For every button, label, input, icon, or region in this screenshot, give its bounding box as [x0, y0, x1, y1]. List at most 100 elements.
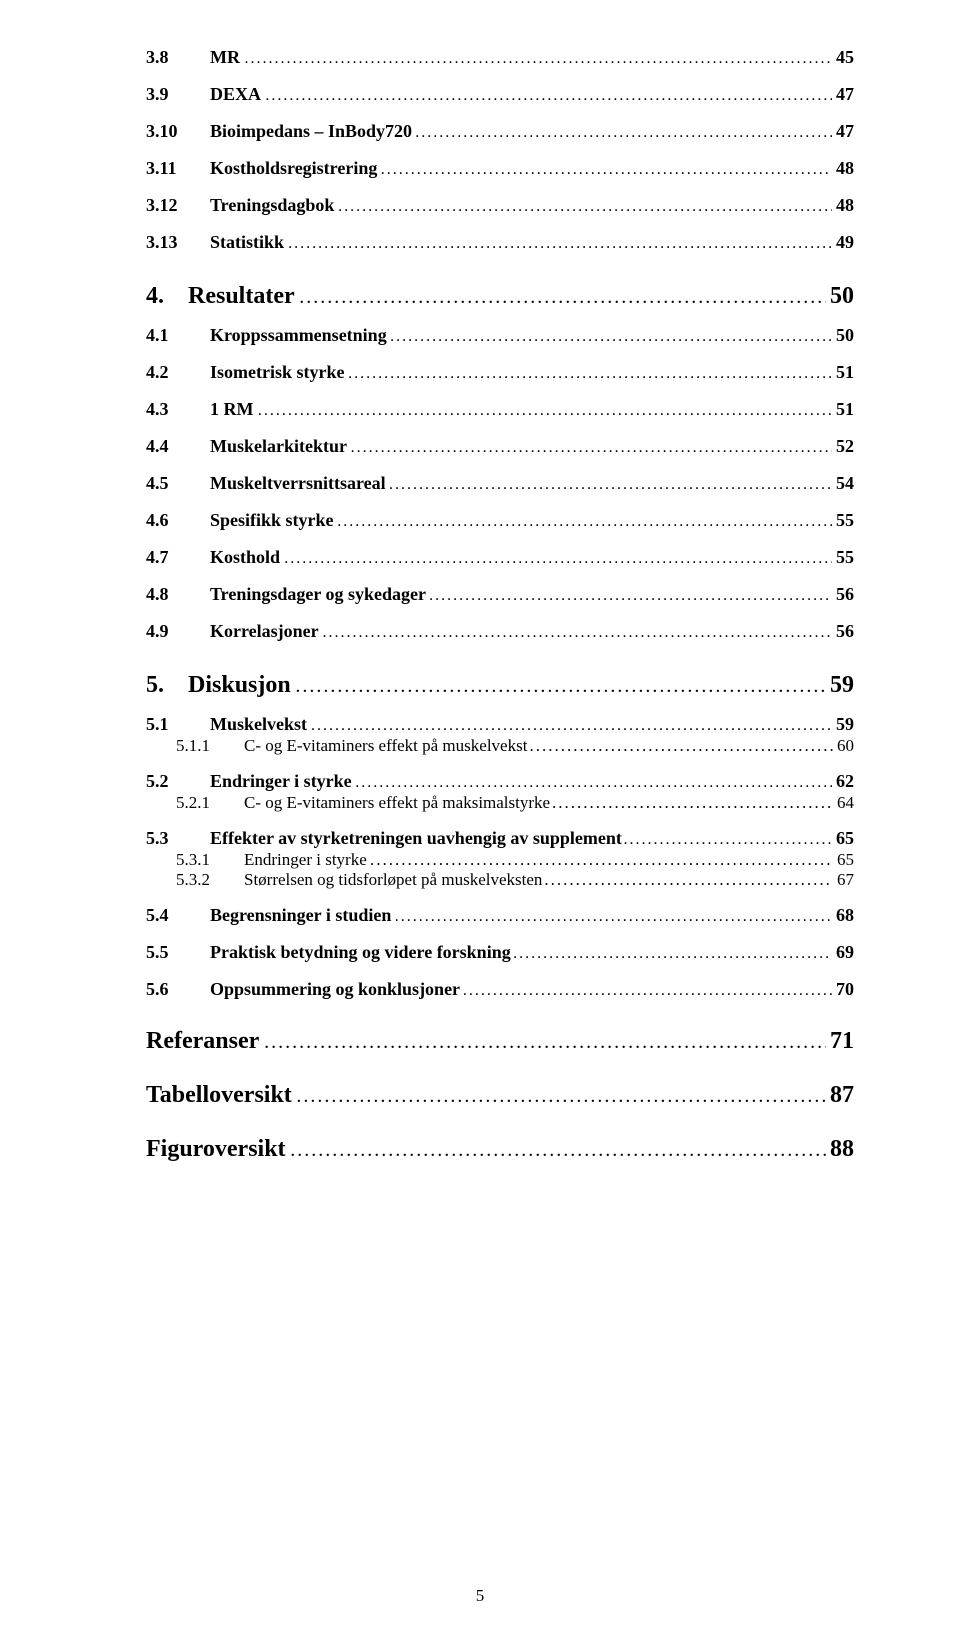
toc-entry-page: 48 — [832, 159, 854, 177]
toc-entry-page: 51 — [832, 400, 854, 418]
toc-entry-title: Korrelasjoner — [210, 622, 319, 640]
toc-entry-title: Praktisk betydning og videre forskning — [210, 943, 511, 961]
toc-entry-number: 5. — [146, 673, 188, 697]
toc-entry-number: 4.8 — [146, 585, 210, 603]
toc-entry-title: Begrensninger i studien — [210, 906, 391, 924]
toc-entry-title: Resultater — [188, 284, 295, 308]
toc-entry-page: 59 — [826, 673, 854, 697]
toc-leader-dots — [395, 909, 832, 925]
toc-entry-page: 50 — [832, 326, 854, 344]
toc-entry-number: 5.2.1 — [176, 794, 244, 811]
page-number: 5 — [0, 1586, 960, 1606]
toc-entry-title: Oppsummering og konklusjoner — [210, 980, 460, 998]
toc-entry: 5.4Begrensninger i studien 68 — [146, 906, 854, 925]
toc-entry-title: Størrelsen og tidsforløpet på muskelveks… — [244, 871, 542, 888]
toc-entry-title: Isometrisk styrke — [210, 363, 344, 381]
toc-leader-dots — [338, 199, 832, 215]
toc-entry-page: 47 — [832, 85, 854, 103]
toc-entry-title: Figuroversikt — [146, 1137, 286, 1161]
toc-entry: 5.3.2Størrelsen og tidsforløpet på muske… — [146, 871, 854, 888]
toc-entry-page: 69 — [832, 943, 854, 961]
toc-entry-number: 5.2 — [146, 772, 210, 790]
toc-entry-page: 56 — [832, 622, 854, 640]
toc-entry-title: Kosthold — [210, 548, 280, 566]
toc-entry: 4.9Korrelasjoner 56 — [146, 622, 854, 641]
toc-entry-page: 65 — [833, 851, 854, 868]
toc-entry-title: Bioimpedans – InBody720 — [210, 122, 412, 140]
toc-entry: 4.7Kosthold 55 — [146, 548, 854, 567]
toc-entry-number: 4.3 — [146, 400, 210, 418]
toc-entry-title: C- og E-vitaminers effekt på maksimalsty… — [244, 794, 550, 811]
toc-entry-page: 59 — [832, 715, 854, 733]
toc-entry-title: Effekter av styrketreningen uavhengig av… — [210, 829, 622, 847]
toc-entry: Figuroversikt 88 — [146, 1137, 854, 1161]
toc-entry-title: Endringer i styrke — [210, 772, 352, 790]
toc-leader-dots — [288, 236, 832, 252]
toc-entry-page: 62 — [832, 772, 854, 790]
toc-entry-page: 51 — [832, 363, 854, 381]
toc-container: 3.8MR 453.9DEXA 473.10Bioimpedans – InBo… — [146, 48, 854, 1161]
toc-leader-dots — [264, 1032, 826, 1052]
toc-leader-dots — [370, 851, 833, 868]
toc-entry-title: Treningsdager og sykedager — [210, 585, 426, 603]
toc-entry: 5.6Oppsummering og konklusjoner 70 — [146, 980, 854, 999]
toc-leader-dots — [348, 366, 832, 382]
toc-entry-title: Treningsdagbok — [210, 196, 334, 214]
toc-entry-title: Referanser — [146, 1029, 259, 1053]
toc-leader-dots — [552, 794, 833, 811]
toc-leader-dots — [544, 871, 833, 888]
toc-leader-dots — [323, 625, 832, 641]
toc-leader-dots — [463, 983, 832, 999]
toc-leader-dots — [337, 514, 832, 530]
toc-entry-title: 1 RM — [210, 400, 254, 418]
toc-leader-dots — [623, 832, 832, 848]
toc-entry-title: Statistikk — [210, 233, 284, 251]
toc-entry-number: 3.13 — [146, 233, 210, 251]
toc-entry-title: Muskelarkitektur — [210, 437, 347, 455]
toc-entry-page: 87 — [826, 1083, 854, 1107]
toc-entry-page: 65 — [832, 829, 854, 847]
toc-entry-number: 3.9 — [146, 85, 210, 103]
toc-entry-title: C- og E-vitaminers effekt på muskelvekst — [244, 737, 527, 754]
toc-entry-number: 5.1.1 — [176, 737, 244, 754]
toc-entry-page: 88 — [826, 1137, 854, 1161]
toc-entry: 4.8Treningsdager og sykedager 56 — [146, 585, 854, 604]
toc-leader-dots — [381, 162, 832, 178]
toc-entry-number: 5.3.1 — [176, 851, 244, 868]
toc-entry: 5.3Effekter av styrketreningen uavhengig… — [146, 829, 854, 848]
toc-entry-page: 68 — [832, 906, 854, 924]
toc-entry: Tabelloversikt 87 — [146, 1083, 854, 1107]
toc-entry: 5.Diskusjon 59 — [146, 673, 854, 697]
toc-entry-title: MR — [210, 48, 240, 66]
toc-leader-dots — [258, 403, 832, 419]
toc-entry-page: 56 — [832, 585, 854, 603]
toc-entry: 5.2Endringer i styrke 62 — [146, 772, 854, 791]
toc-entry-number: 5.5 — [146, 943, 210, 961]
toc-entry-title: Tabelloversikt — [146, 1083, 292, 1107]
toc-entry: 3.8MR 45 — [146, 48, 854, 67]
toc-entry-number: 4.7 — [146, 548, 210, 566]
toc-entry-number: 3.12 — [146, 196, 210, 214]
toc-entry-number: 3.8 — [146, 48, 210, 66]
toc-entry-number: 4.2 — [146, 363, 210, 381]
toc-entry-page: 55 — [832, 511, 854, 529]
toc-entry-page: 52 — [832, 437, 854, 455]
toc-entry-title: Endringer i styrke — [244, 851, 367, 868]
toc-entry: 5.1Muskelvekst 59 — [146, 715, 854, 734]
toc-entry-title: Muskeltverrsnittsareal — [210, 474, 386, 492]
toc-entry: 4.2Isometrisk styrke 51 — [146, 363, 854, 382]
toc-leader-dots — [429, 588, 832, 604]
toc-entry: 3.13Statistikk 49 — [146, 233, 854, 252]
toc-entry: 4.5Muskeltverrsnittsareal 54 — [146, 474, 854, 493]
toc-entry: 4.1Kroppssammensetning 50 — [146, 326, 854, 345]
toc-entry-page: 67 — [833, 871, 854, 888]
toc-leader-dots — [299, 287, 826, 307]
toc-entry: 4.31 RM 51 — [146, 400, 854, 419]
toc-entry: 3.11Kostholdsregistrering 48 — [146, 159, 854, 178]
toc-entry-page: 49 — [832, 233, 854, 251]
toc-leader-dots — [390, 329, 832, 345]
toc-leader-dots — [389, 477, 832, 493]
toc-entry-number: 5.6 — [146, 980, 210, 998]
toc-entry: 5.3.1Endringer i styrke 65 — [146, 851, 854, 868]
toc-leader-dots — [295, 676, 826, 696]
